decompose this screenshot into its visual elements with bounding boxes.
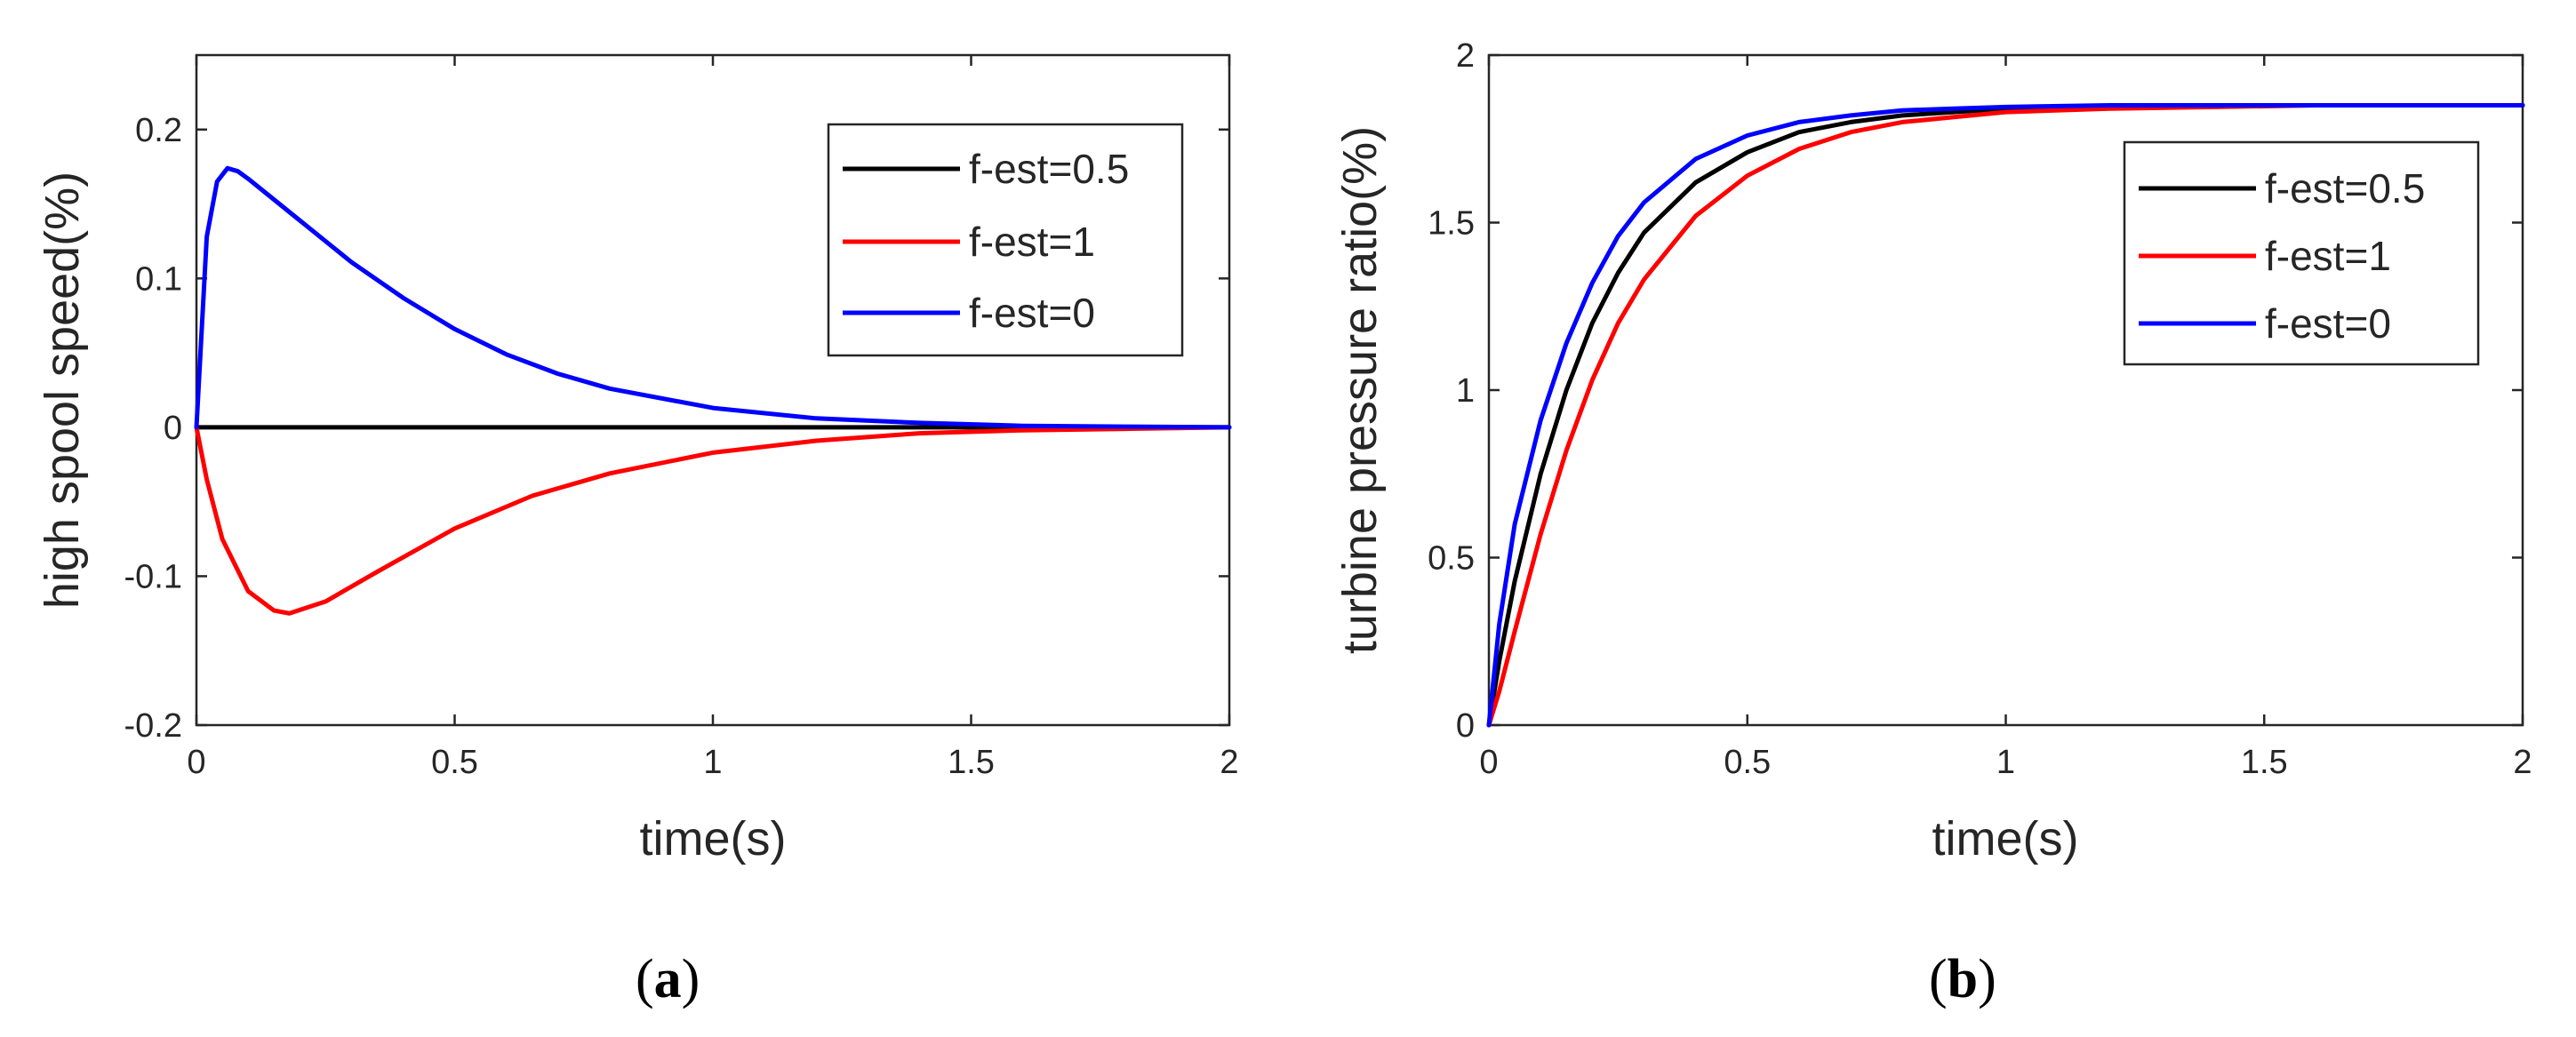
x-axis-label-b: time(s)	[1932, 812, 2079, 865]
y-tick-label-a-4: 0.2	[135, 112, 182, 149]
x-tick-label-b-4: 2	[2513, 744, 2532, 781]
y-ticks-a: -0.2 -0.1 0 0.1 0.2	[124, 112, 1229, 745]
x-tick-label-a-1: 0.5	[431, 744, 478, 781]
legend-label-b-0: f-est=0.5	[2265, 165, 2425, 211]
series-line-b-2	[1486, 103, 2525, 728]
caption-b: (b)	[1929, 949, 1996, 1009]
y-ticks-b: 0 0.5 1 1.5 2	[1428, 37, 2523, 745]
y-tick-label-b-0: 0	[1456, 707, 1475, 745]
series-lines-a	[194, 165, 1232, 616]
series-line-a-1	[194, 425, 1232, 616]
y-tick-label-a-2: 0	[164, 410, 182, 447]
y-axis-label-b: turbine pressure ratio(%)	[1333, 126, 1387, 654]
legend-b: f-est=0.5 f-est=1 f-est=0	[2123, 140, 2480, 366]
legend-a: f-est=0.5 f-est=1 f-est=0	[827, 123, 1184, 357]
legend-box-b	[2123, 140, 2480, 366]
y-tick-label-a-0: -0.2	[124, 707, 182, 745]
y-tick-label-a-1: -0.1	[124, 558, 182, 595]
legend-label-a-2: f-est=0	[969, 290, 1095, 336]
x-tick-label-b-3: 1.5	[2241, 744, 2288, 781]
legend-label-b-1: f-est=1	[2265, 233, 2391, 279]
caption-a: (a)	[636, 949, 700, 1009]
legend-label-b-2: f-est=0	[2265, 300, 2391, 347]
y-tick-label-b-3: 1.5	[1428, 205, 1475, 243]
x-tick-label-a-3: 1.5	[948, 744, 995, 781]
x-tick-label-b-2: 1	[1996, 744, 2015, 781]
caption-letter-a: a	[654, 949, 682, 1009]
series-line-a-2	[194, 165, 1232, 430]
x-tick-label-a-2: 1	[703, 744, 722, 781]
legend-label-a-0: f-est=0.5	[969, 146, 1129, 192]
x-ticks-b: 0 0.5 1 1.5 2	[1479, 55, 2532, 781]
y-tick-label-b-2: 1	[1456, 372, 1475, 410]
caption-letter-b: b	[1948, 949, 1978, 1009]
panel-b: 0 0.5 1 1.5 2 0 0.5 1 1.5 2 time(s) turbine pres…	[1333, 37, 2532, 1009]
panel-a: 0 0.5 1 1.5 2 -0.2 -0.1 0 0.1 0.2 time(s) high s…	[36, 53, 1239, 1009]
x-tick-label-a-0: 0	[187, 744, 205, 781]
series-lines-b	[1486, 103, 2525, 728]
y-axis-label-a: high spool speed(%)	[36, 172, 89, 609]
x-tick-label-b-0: 0	[1479, 744, 1498, 781]
x-ticks-a: 0 0.5 1 1.5 2	[187, 55, 1239, 781]
y-tick-label-a-3: 0.1	[135, 260, 182, 298]
x-axis-label-a: time(s)	[640, 812, 787, 865]
x-tick-label-b-1: 0.5	[1724, 744, 1771, 781]
y-tick-label-b-4: 2	[1456, 37, 1475, 75]
x-tick-label-a-4: 2	[1220, 744, 1238, 781]
y-tick-label-b-1: 0.5	[1428, 540, 1475, 578]
legend-label-a-1: f-est=1	[969, 219, 1095, 265]
